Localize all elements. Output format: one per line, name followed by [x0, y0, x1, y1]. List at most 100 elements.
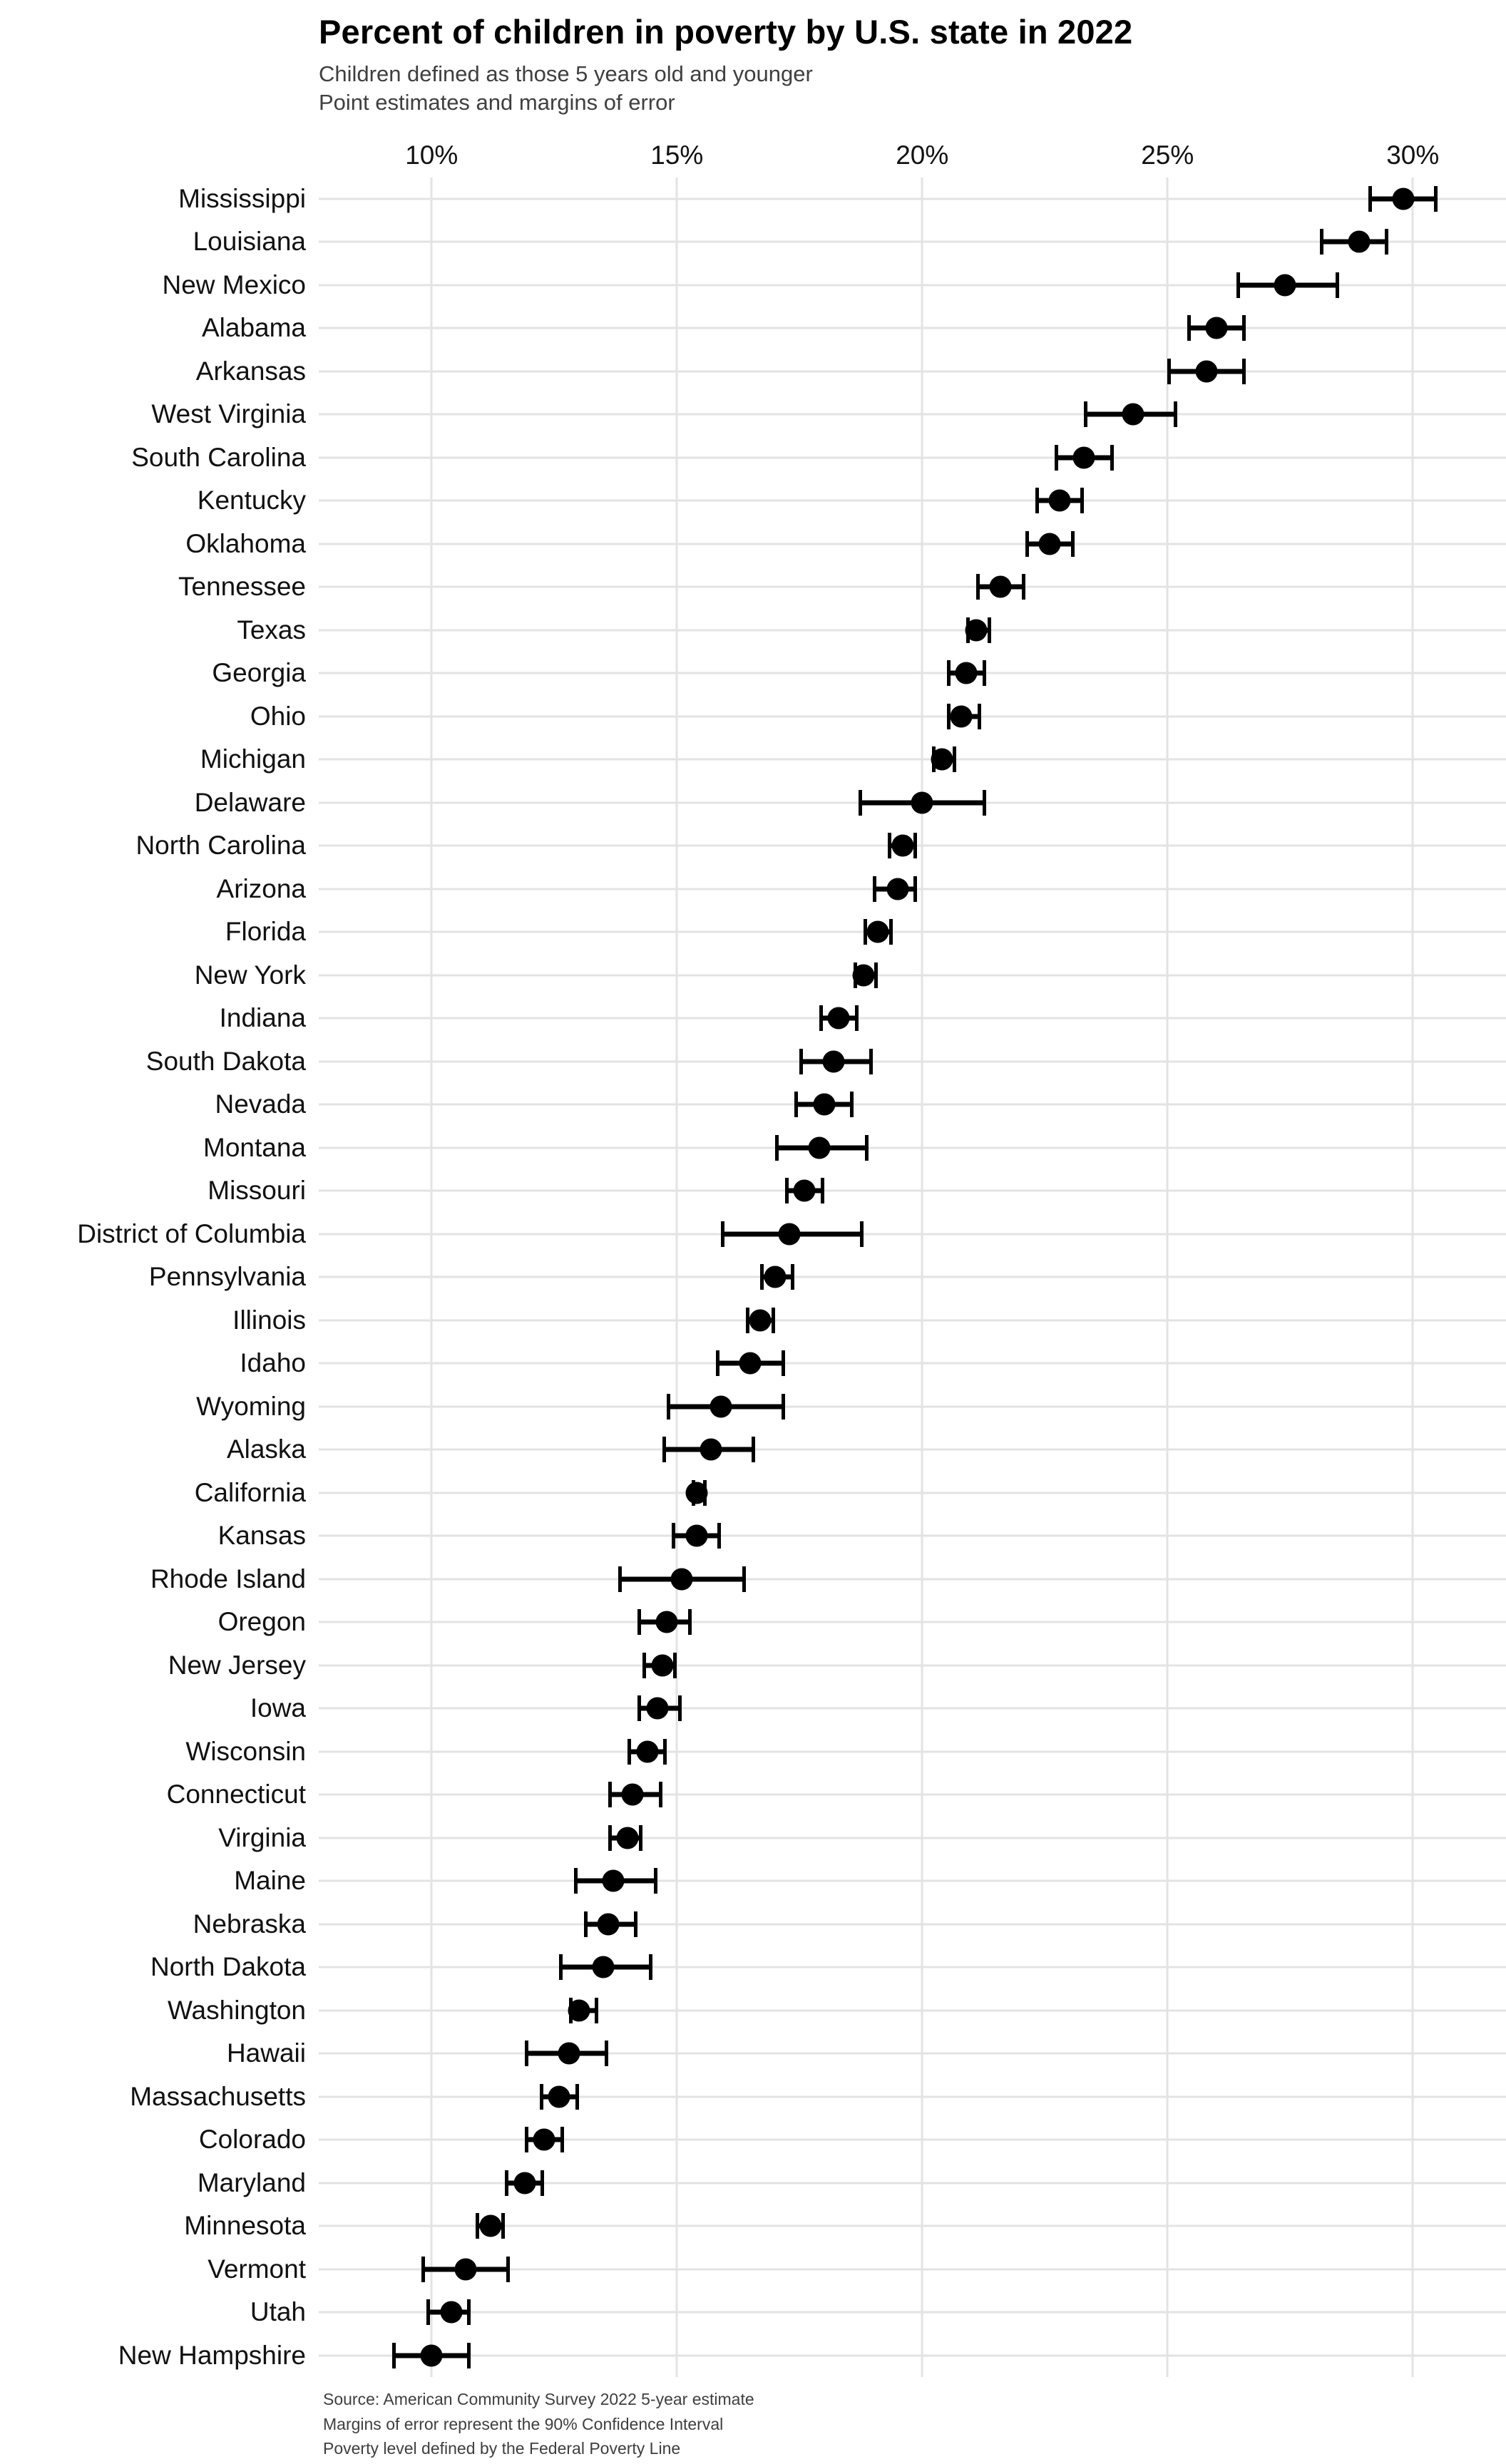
error-bar-cap-right: [953, 746, 957, 773]
error-bar-cap-right: [506, 2256, 511, 2282]
error-bar-cap-left: [1368, 185, 1373, 212]
state-row: Oregon: [0, 1601, 1506, 1644]
gridline-h: [319, 1793, 1506, 1796]
state-track: [319, 307, 1506, 350]
gridline-h: [319, 1621, 1506, 1623]
gridline-h: [319, 1923, 1506, 1926]
point-estimate: [646, 1697, 669, 1720]
gridline-h: [319, 672, 1506, 674]
state-track: [319, 1472, 1506, 1515]
error-bar-cap-right: [658, 1782, 662, 1808]
point-estimate: [852, 964, 875, 987]
state-track: [319, 1342, 1506, 1385]
gridline-h: [319, 585, 1506, 588]
gridline-h: [319, 1362, 1506, 1365]
point-estimate: [1205, 317, 1228, 339]
state-track: [319, 954, 1506, 997]
state-track: [319, 1601, 1506, 1644]
state-row: Massachusetts: [0, 2075, 1506, 2119]
gridline-h: [319, 1103, 1506, 1106]
gridline-h: [319, 370, 1506, 373]
point-estimate: [739, 1352, 762, 1375]
error-bar-cap-left: [1055, 444, 1059, 471]
point-estimate: [558, 2042, 580, 2065]
state-label: Delaware: [194, 787, 306, 817]
error-bar-cap-right: [977, 703, 981, 729]
state-label: Maine: [234, 1866, 306, 1896]
error-bar-cap-left: [608, 1824, 612, 1851]
error-bar-cap-left: [873, 876, 877, 902]
state-row: Oklahoma: [0, 523, 1506, 566]
gridline-h: [319, 1060, 1506, 1063]
point-estimate: [1072, 446, 1095, 469]
state-label: Ohio: [250, 701, 306, 731]
state-row: Nebraska: [0, 1903, 1506, 1946]
state-row: New Jersey: [0, 1644, 1506, 1688]
state-label: Alaska: [226, 1434, 306, 1464]
state-row: Utah: [0, 2291, 1506, 2334]
state-track: [319, 2162, 1506, 2205]
state-row: North Carolina: [0, 824, 1506, 868]
state-track: [319, 220, 1506, 264]
error-bar-cap-right: [849, 1092, 854, 1118]
state-label: Mississippi: [178, 183, 306, 213]
point-estimate: [454, 2258, 477, 2281]
state-row: Alabama: [0, 307, 1506, 350]
state-track: [319, 1428, 1506, 1472]
state-track: [319, 1903, 1506, 1946]
point-estimate: [749, 1309, 772, 1332]
point-estimate: [886, 878, 909, 900]
state-label: Arkansas: [195, 356, 306, 386]
error-bar-cap-right: [1070, 530, 1075, 557]
state-label: South Dakota: [145, 1046, 306, 1076]
state-label: Utah: [250, 2297, 306, 2327]
state-label: Nebraska: [193, 1909, 306, 1939]
chart-title: Percent of children in poverty by U.S. s…: [319, 13, 1133, 51]
x-axis-top: 10% 15% 20% 25% 30%: [319, 118, 1506, 178]
state-row: Delaware: [0, 781, 1506, 825]
error-bar-cap-left: [946, 660, 951, 687]
error-bar-cap-left: [421, 2256, 426, 2282]
error-bar-cap-right: [1110, 444, 1114, 471]
state-row: West Virginia: [0, 393, 1506, 436]
point-estimate: [1195, 360, 1218, 383]
state-label: North Carolina: [135, 831, 306, 861]
error-bar-cap-right: [648, 1954, 652, 1981]
error-bar-cap-right: [752, 1437, 756, 1463]
state-row: North Dakota: [0, 1946, 1506, 1989]
error-bar-cap-left: [794, 1092, 799, 1118]
state-label: Indiana: [219, 1003, 306, 1033]
state-label: Hawaii: [226, 2038, 306, 2068]
state-track: [319, 178, 1506, 221]
state-row: Virginia: [0, 1817, 1506, 1860]
state-label: District of Columbia: [77, 1218, 306, 1248]
point-estimate: [602, 1869, 625, 1892]
error-bar-cap-right: [771, 1307, 775, 1333]
point-estimate: [568, 1999, 590, 2022]
x-tick-label: 10%: [405, 140, 459, 170]
state-track: [319, 1730, 1506, 1774]
chart-subtitle-line2: Point estimates and margins of error: [319, 90, 675, 115]
state-row: Michigan: [0, 738, 1506, 781]
state-track: [319, 436, 1506, 480]
error-bar-cap-left: [573, 1868, 578, 1894]
gridline-h: [319, 1534, 1506, 1537]
state-row: Louisiana: [0, 220, 1506, 264]
error-bar-cap-right: [1242, 358, 1246, 384]
state-label: New York: [194, 960, 306, 990]
gridline-h: [319, 2354, 1506, 2357]
gridline-h: [319, 197, 1506, 200]
state-track: [319, 1859, 1506, 1903]
x-tick-label: 30%: [1386, 140, 1440, 170]
point-estimate: [533, 2128, 555, 2151]
chart-header: Percent of children in poverty by U.S. s…: [0, 0, 1506, 118]
point-estimate: [813, 1093, 836, 1116]
state-track: [319, 565, 1506, 609]
gridline-h: [319, 2311, 1506, 2314]
point-estimate: [685, 1482, 708, 1504]
state-label: Colorado: [198, 2125, 306, 2155]
error-bar-cap-left: [505, 2170, 509, 2196]
state-label: Georgia: [212, 658, 306, 688]
error-bar-cap-left: [1319, 229, 1323, 255]
